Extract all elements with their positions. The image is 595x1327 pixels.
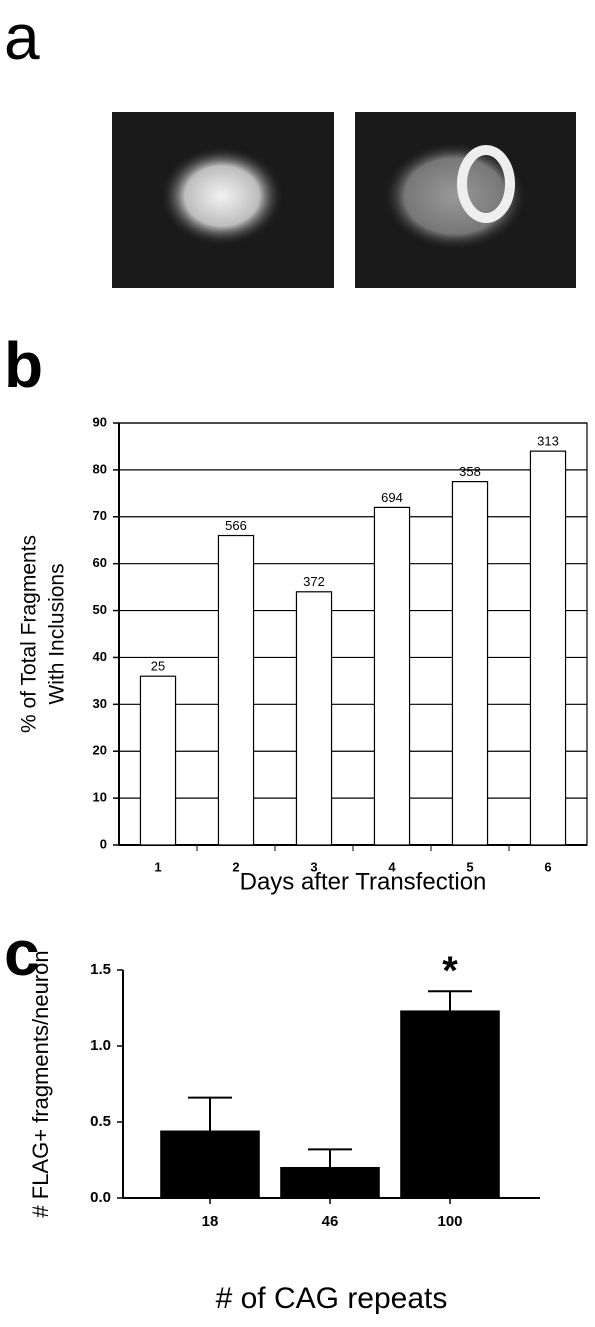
bar (218, 536, 253, 845)
y-tick-label: 80 (93, 461, 107, 476)
y-tick-label: 60 (93, 555, 107, 570)
y-axis-label: % of Total Fragments (18, 535, 41, 733)
y-axis-label: With Inclusions (46, 563, 69, 704)
y-tick-label: 70 (93, 508, 107, 523)
y-tick-label: 1.5 (90, 961, 111, 978)
panel-label: b (4, 329, 43, 401)
y-tick-label: 90 (93, 414, 107, 429)
bar (374, 507, 409, 845)
y-tick-label: 40 (93, 649, 107, 664)
y-tick-label: 0.5 (90, 1113, 111, 1130)
y-tick-label: 20 (93, 743, 107, 758)
y-tick-label: 1.0 (90, 1037, 111, 1054)
bar-annotation: 372 (303, 574, 325, 589)
y-tick-label: 0 (100, 836, 107, 851)
x-tick-label: 6 (544, 859, 551, 874)
bar (530, 451, 565, 845)
y-tick-label: 10 (93, 790, 107, 805)
bar (140, 676, 175, 845)
x-tick-label: 1 (154, 859, 161, 874)
x-axis-label: Days after Transfection (240, 868, 487, 895)
bar (452, 482, 487, 845)
panel-label: a (4, 1, 40, 73)
micrograph-left (112, 112, 334, 288)
bar-annotation: 694 (381, 490, 403, 505)
y-tick-label: 50 (93, 602, 107, 617)
bar-annotation: 313 (537, 434, 559, 449)
bar (161, 1131, 259, 1198)
bar-annotation: 358 (459, 464, 481, 479)
micrograph-right (355, 112, 576, 288)
bar-annotation: 566 (225, 518, 247, 533)
x-axis-label: # of CAG repeats (216, 1282, 448, 1315)
y-tick-label: 0.0 (90, 1189, 111, 1206)
bar-annotation: 25 (151, 659, 165, 674)
bar (296, 592, 331, 845)
plot-frame (119, 423, 587, 845)
x-tick-label: 100 (437, 1213, 462, 1230)
figure: a b0102030405060708090125256633724694535… (0, 0, 595, 1322)
significance-mark: * (442, 949, 458, 993)
x-tick-label: 2 (232, 859, 239, 874)
x-tick-label: 18 (202, 1213, 219, 1230)
bar (281, 1168, 379, 1198)
y-tick-label: 30 (93, 696, 107, 711)
bar (401, 1011, 499, 1198)
y-axis-label: # FLAG+ fragments/neuron (28, 950, 53, 1217)
x-tick-label: 46 (322, 1213, 339, 1230)
